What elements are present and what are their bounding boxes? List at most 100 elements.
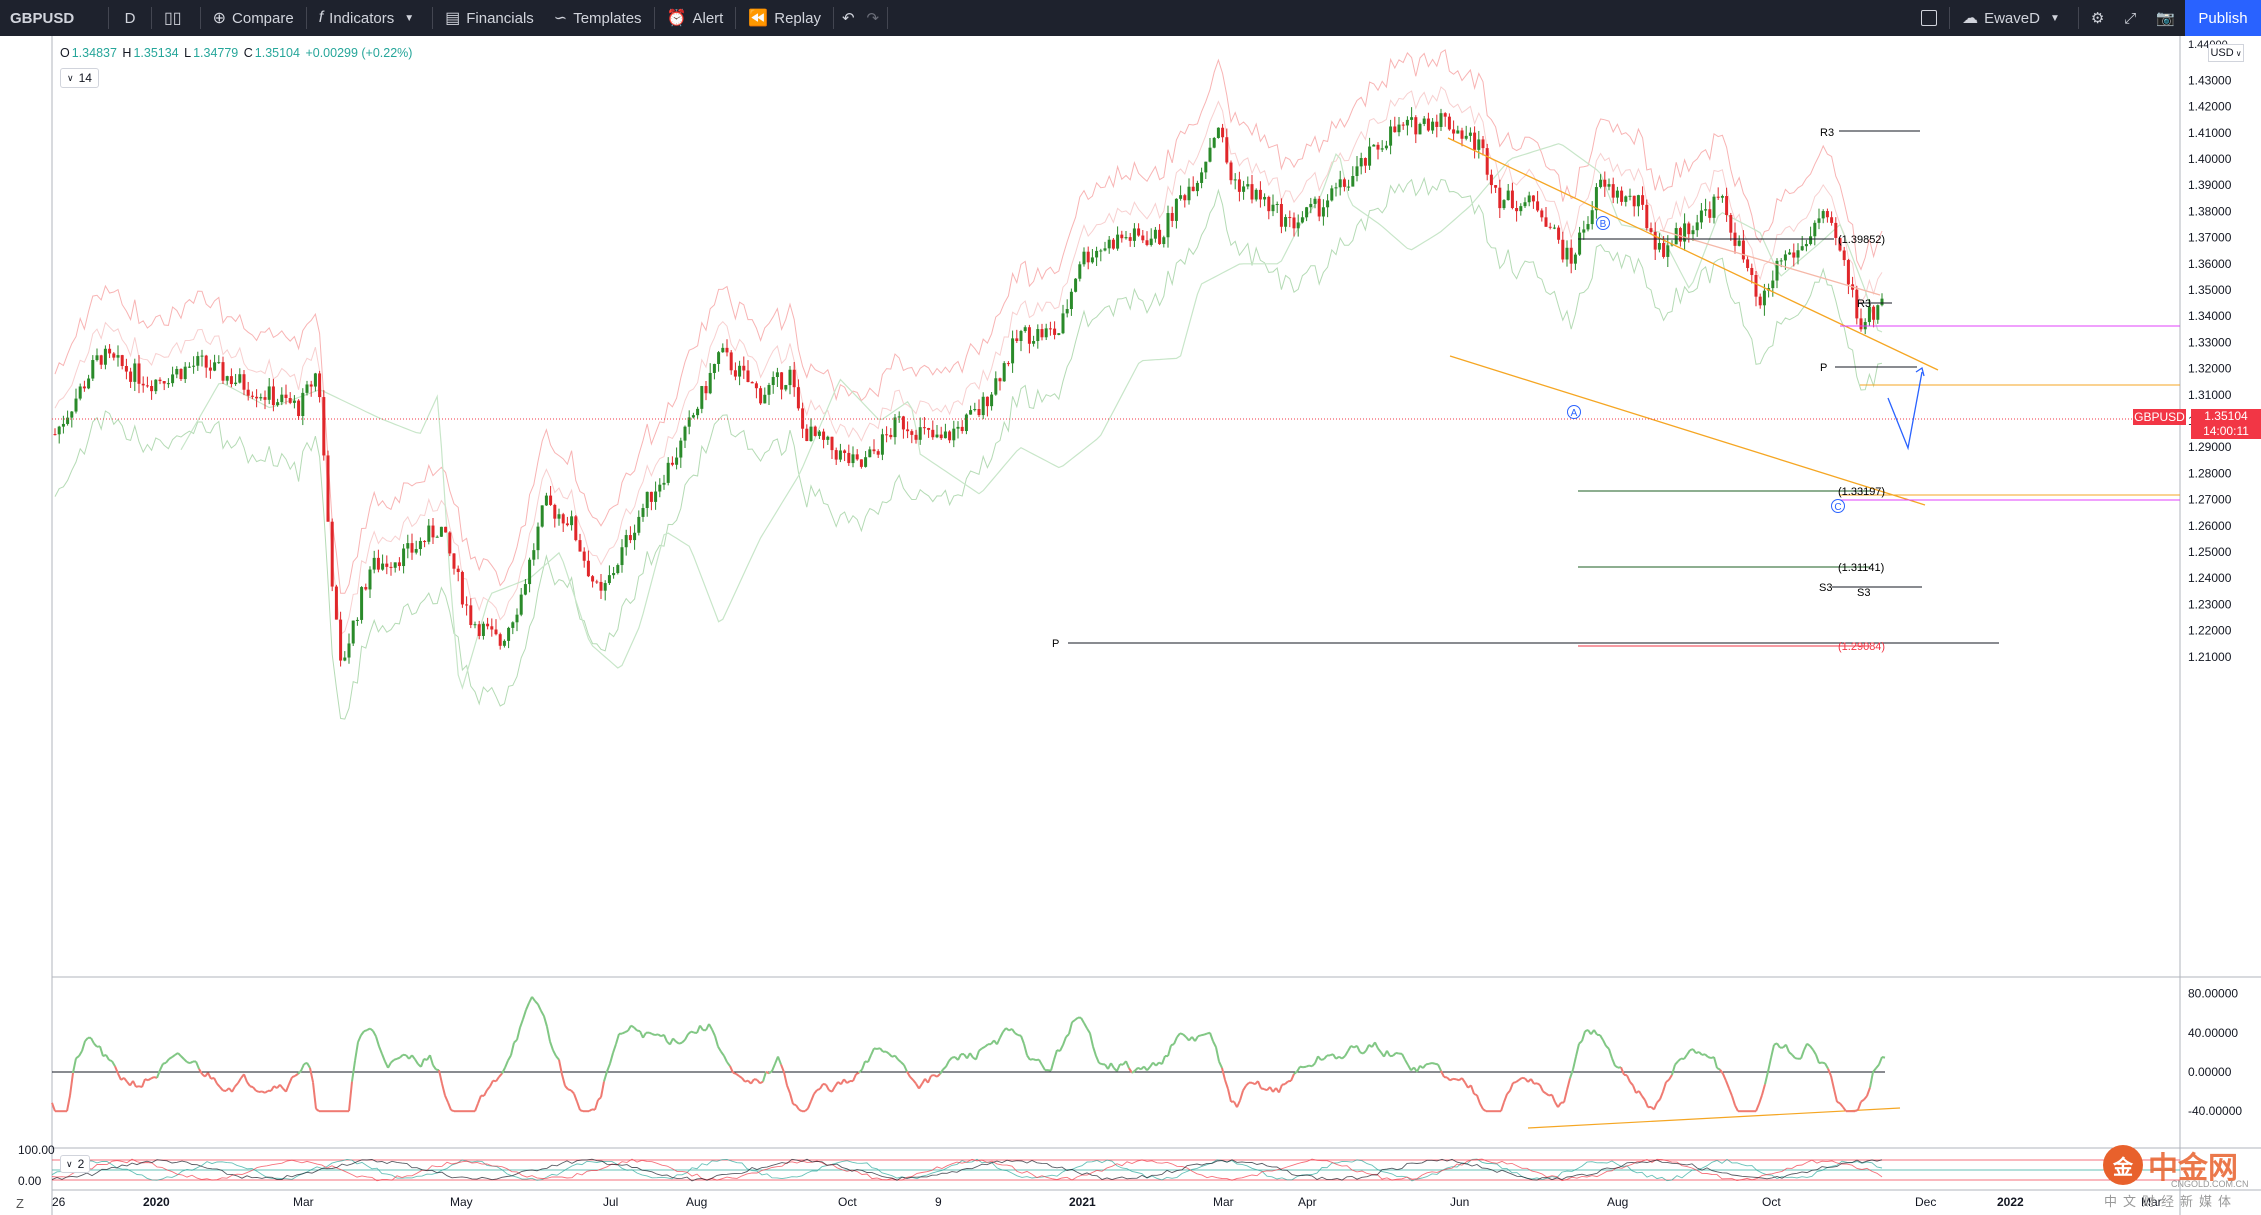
osc-segment <box>1666 1080 1669 1082</box>
candle-body <box>747 370 750 382</box>
time-axis-label: Mar <box>1213 1195 1234 1209</box>
channel-lower-line[interactable] <box>1450 356 1925 505</box>
osc-segment <box>1684 1055 1687 1059</box>
indicator2-length: 2 <box>78 1157 85 1171</box>
osc-segment <box>247 1082 250 1086</box>
osc-segment <box>625 1031 628 1032</box>
candle-body <box>1599 180 1602 187</box>
wave-a-marker[interactable]: A <box>1568 406 1581 420</box>
lower-band <box>55 178 1882 719</box>
chevron-down-icon: ∨ <box>2236 49 2242 58</box>
candle-body <box>1053 329 1056 335</box>
osc-segment <box>91 1038 94 1044</box>
osc-segment <box>673 1038 676 1041</box>
osc-segment <box>1756 1104 1759 1111</box>
candle-body <box>1087 252 1090 263</box>
osc-segment <box>1285 1081 1288 1084</box>
osc-segment <box>1705 1054 1708 1057</box>
candle-body <box>394 562 397 567</box>
osc-segment <box>1348 1046 1351 1051</box>
last-price-value: 1.35104 <box>2191 409 2261 424</box>
candle-body <box>154 380 157 391</box>
svg-text:C: C <box>1834 502 1841 513</box>
time-axis-label: May <box>450 1195 473 1209</box>
osc-segment <box>1051 1060 1054 1071</box>
time-axis-label: Dec <box>1915 1195 1936 1209</box>
candle-body <box>1456 130 1459 133</box>
osc-segment <box>1072 1020 1075 1022</box>
indicator2-length-toggle[interactable]: ∨ 2 <box>60 1155 90 1173</box>
candle-body <box>289 398 292 403</box>
osc-trend-line[interactable] <box>1528 1108 1900 1128</box>
candle-body <box>1188 187 1191 201</box>
candle-body <box>826 437 829 440</box>
osc-segment <box>556 1056 559 1060</box>
candle-body <box>1305 207 1308 217</box>
candle-body <box>461 572 464 604</box>
oscillator2-scale[interactable]: 100.00 0.00 <box>18 1143 55 1188</box>
wave-projection[interactable] <box>1888 372 1922 448</box>
osc-segment <box>1219 1061 1222 1068</box>
candle-body <box>692 415 695 417</box>
candle-body <box>1200 172 1203 183</box>
osc-segment <box>1210 1033 1213 1041</box>
osc-segment <box>817 1089 820 1090</box>
candle-body <box>965 415 968 431</box>
osc-segment <box>1600 1035 1603 1040</box>
wave-c-marker[interactable]: C <box>1832 500 1845 514</box>
pivot-label: P <box>1052 638 1059 650</box>
currency-selector[interactable]: USD ∨ <box>2208 44 2244 62</box>
candle-body <box>201 356 204 357</box>
candle-body <box>520 595 523 615</box>
osc-segment <box>1840 1103 1843 1107</box>
candle-body <box>1314 199 1317 204</box>
candle-body <box>222 362 225 381</box>
candle-body <box>1717 197 1720 198</box>
osc-segment <box>274 1086 277 1088</box>
candle-body <box>1750 268 1753 275</box>
high-label: H <box>122 46 131 60</box>
osc-segment <box>1447 1077 1450 1080</box>
candle-body <box>700 386 703 409</box>
osc-segment <box>1714 1057 1717 1068</box>
osc-segment <box>73 1058 76 1073</box>
osc-segment <box>382 1054 385 1062</box>
osc-segment <box>679 1043 682 1044</box>
time-axis[interactable]: 2020 Mar May Jul Aug Oct 9 2021 Mar Apr Jun Aug Oct D… <box>52 1195 2162 1209</box>
osc-segment <box>1087 1028 1090 1033</box>
oscillator-scale[interactable]: 80.00000 40.00000 0.00000 -40.00000 <box>2188 987 2242 1119</box>
candle-body <box>1230 163 1233 181</box>
candle-body <box>532 550 535 560</box>
indicator-length-toggle[interactable]: ∨ 14 <box>60 68 99 88</box>
zoom-button[interactable]: Z <box>16 1196 24 1211</box>
candle-body <box>1876 305 1879 320</box>
candle-body <box>486 624 489 627</box>
candle-body <box>1830 217 1833 223</box>
candle-body <box>1120 235 1123 239</box>
candle-body <box>448 532 451 553</box>
osc-segment <box>250 1086 253 1087</box>
wave-b-marker[interactable]: B <box>1597 217 1610 231</box>
candle-body <box>986 397 989 406</box>
osc-segment <box>1720 1070 1723 1074</box>
osc-segment <box>769 1071 772 1073</box>
channel-upper-line[interactable] <box>1448 138 1938 370</box>
osc-segment <box>970 1053 973 1058</box>
price-scale[interactable]: 1.43000 1.42000 1.41000 1.40000 1.39000 1.380… <box>2188 39 2232 664</box>
candle-body <box>423 541 426 542</box>
osc-segment <box>1303 1067 1306 1068</box>
candle-body <box>331 522 334 587</box>
candle-body <box>79 386 82 398</box>
candle-body <box>881 434 884 454</box>
candle-body <box>600 582 603 591</box>
candle-body <box>205 356 208 368</box>
osc-segment <box>826 1085 829 1091</box>
osc-segment <box>430 1055 433 1065</box>
osc-segment <box>1516 1080 1519 1082</box>
osc-segment <box>1066 1034 1069 1037</box>
osc-segment <box>1315 1056 1318 1063</box>
osc-segment <box>1387 1051 1390 1057</box>
time-axis-label: Jun <box>1450 1195 1469 1209</box>
osc-segment <box>169 1057 172 1059</box>
